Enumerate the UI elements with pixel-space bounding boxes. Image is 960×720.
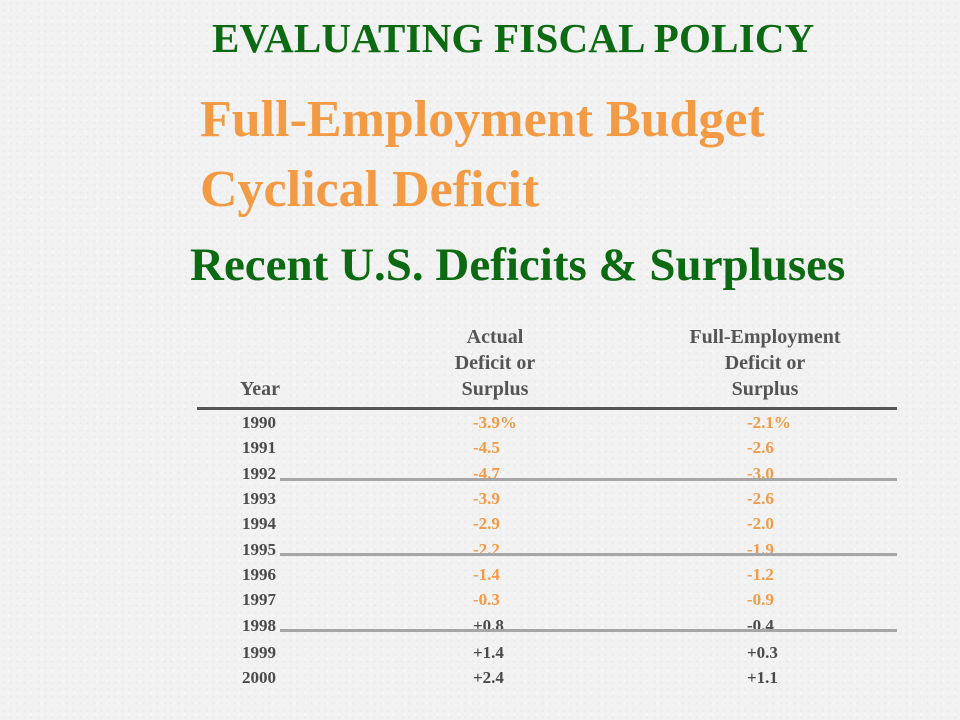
table-row: 1998 +0.8 -0.4 [0,613,960,639]
cell-full-employment-deficit: -2.0 [747,514,774,533]
cell-full-employment-deficit: -2.6 [747,489,774,508]
subtitle-cyclical-deficit: Cyclical Deficit [200,161,540,218]
cell-actual-deficit: -3.9 [473,489,500,508]
cell-actual-deficit: -2.9 [473,514,500,533]
cell-year: 1998 [242,616,276,635]
cell-year: 1996 [242,565,276,584]
table-header-divider [197,407,897,410]
table-row: 1995 -2.2 -1.9 [0,537,960,563]
cell-full-employment-deficit: -1.2 [747,565,774,584]
column-header-actual: Actual Deficit or Surplus [410,324,580,402]
row-divider [280,478,897,481]
row-divider [280,553,897,556]
table-row: 1997 -0.3 -0.9 [0,587,960,613]
cell-actual-deficit: -4.7 [473,464,500,483]
row-divider [280,629,897,632]
cell-year: 1992 [242,464,276,483]
table-row: 1994 -2.9 -2.0 [0,511,960,537]
cell-year: 1997 [242,590,276,609]
cell-full-employment-deficit: -1.9 [747,540,774,559]
cell-actual-deficit: -0.3 [473,590,500,609]
cell-actual-deficit: +2.4 [473,668,504,687]
cell-year: 1993 [242,489,276,508]
table-row: 2000 +2.4 +1.1 [0,665,960,691]
table-row: 1996 -1.4 -1.2 [0,562,960,588]
table-row: 1990 -3.9% -2.1% [0,410,960,436]
column-header-full-employment: Full-Employment Deficit or Surplus [650,324,880,402]
cell-year: 1995 [242,540,276,559]
cell-full-employment-deficit: -2.6 [747,438,774,457]
table-row: 1999 +1.4 +0.3 [0,640,960,666]
cell-year: 1994 [242,514,276,533]
cell-year: 1991 [242,438,276,457]
cell-actual-deficit: +1.4 [473,643,504,662]
cell-actual-deficit: -3.9% [473,413,517,432]
cell-year: 2000 [242,668,276,687]
page-title: EVALUATING FISCAL POLICY [212,15,815,61]
column-header-year: Year [215,376,305,402]
column-header-full-employment-line: Deficit or [724,352,806,374]
cell-full-employment-deficit: +1.1 [747,668,778,687]
cell-actual-deficit: -1.4 [473,565,500,584]
cell-full-employment-deficit: -0.4 [747,616,774,635]
cell-year: 1990 [242,413,276,432]
cell-full-employment-deficit: -0.9 [747,590,774,609]
cell-year: 1999 [242,643,276,662]
column-header-full-employment-line: Surplus [731,378,799,400]
cell-actual-deficit: -4.5 [473,438,500,457]
table-row: 1993 -3.9 -2.6 [0,486,960,512]
table-row: 1991 -4.5 -2.6 [0,435,960,461]
cell-actual-deficit: -2.2 [473,540,500,559]
cell-full-employment-deficit: -3.0 [747,464,774,483]
table-title: Recent U.S. Deficits & Surpluses [190,239,846,291]
table-row: 1992 -4.7 -3.0 [0,461,960,487]
column-header-actual-line: Deficit or [454,352,536,374]
column-header-year-label: Year [240,378,280,400]
cell-full-employment-deficit: -2.1% [747,413,791,432]
subtitle-full-employment-budget: Full-Employment Budget [200,91,765,148]
column-header-actual-line: Actual [466,326,524,348]
column-header-actual-line: Surplus [461,378,529,400]
cell-actual-deficit: +0.8 [473,616,504,635]
column-header-full-employment-line: Full-Employment [689,326,841,348]
cell-full-employment-deficit: +0.3 [747,643,778,662]
